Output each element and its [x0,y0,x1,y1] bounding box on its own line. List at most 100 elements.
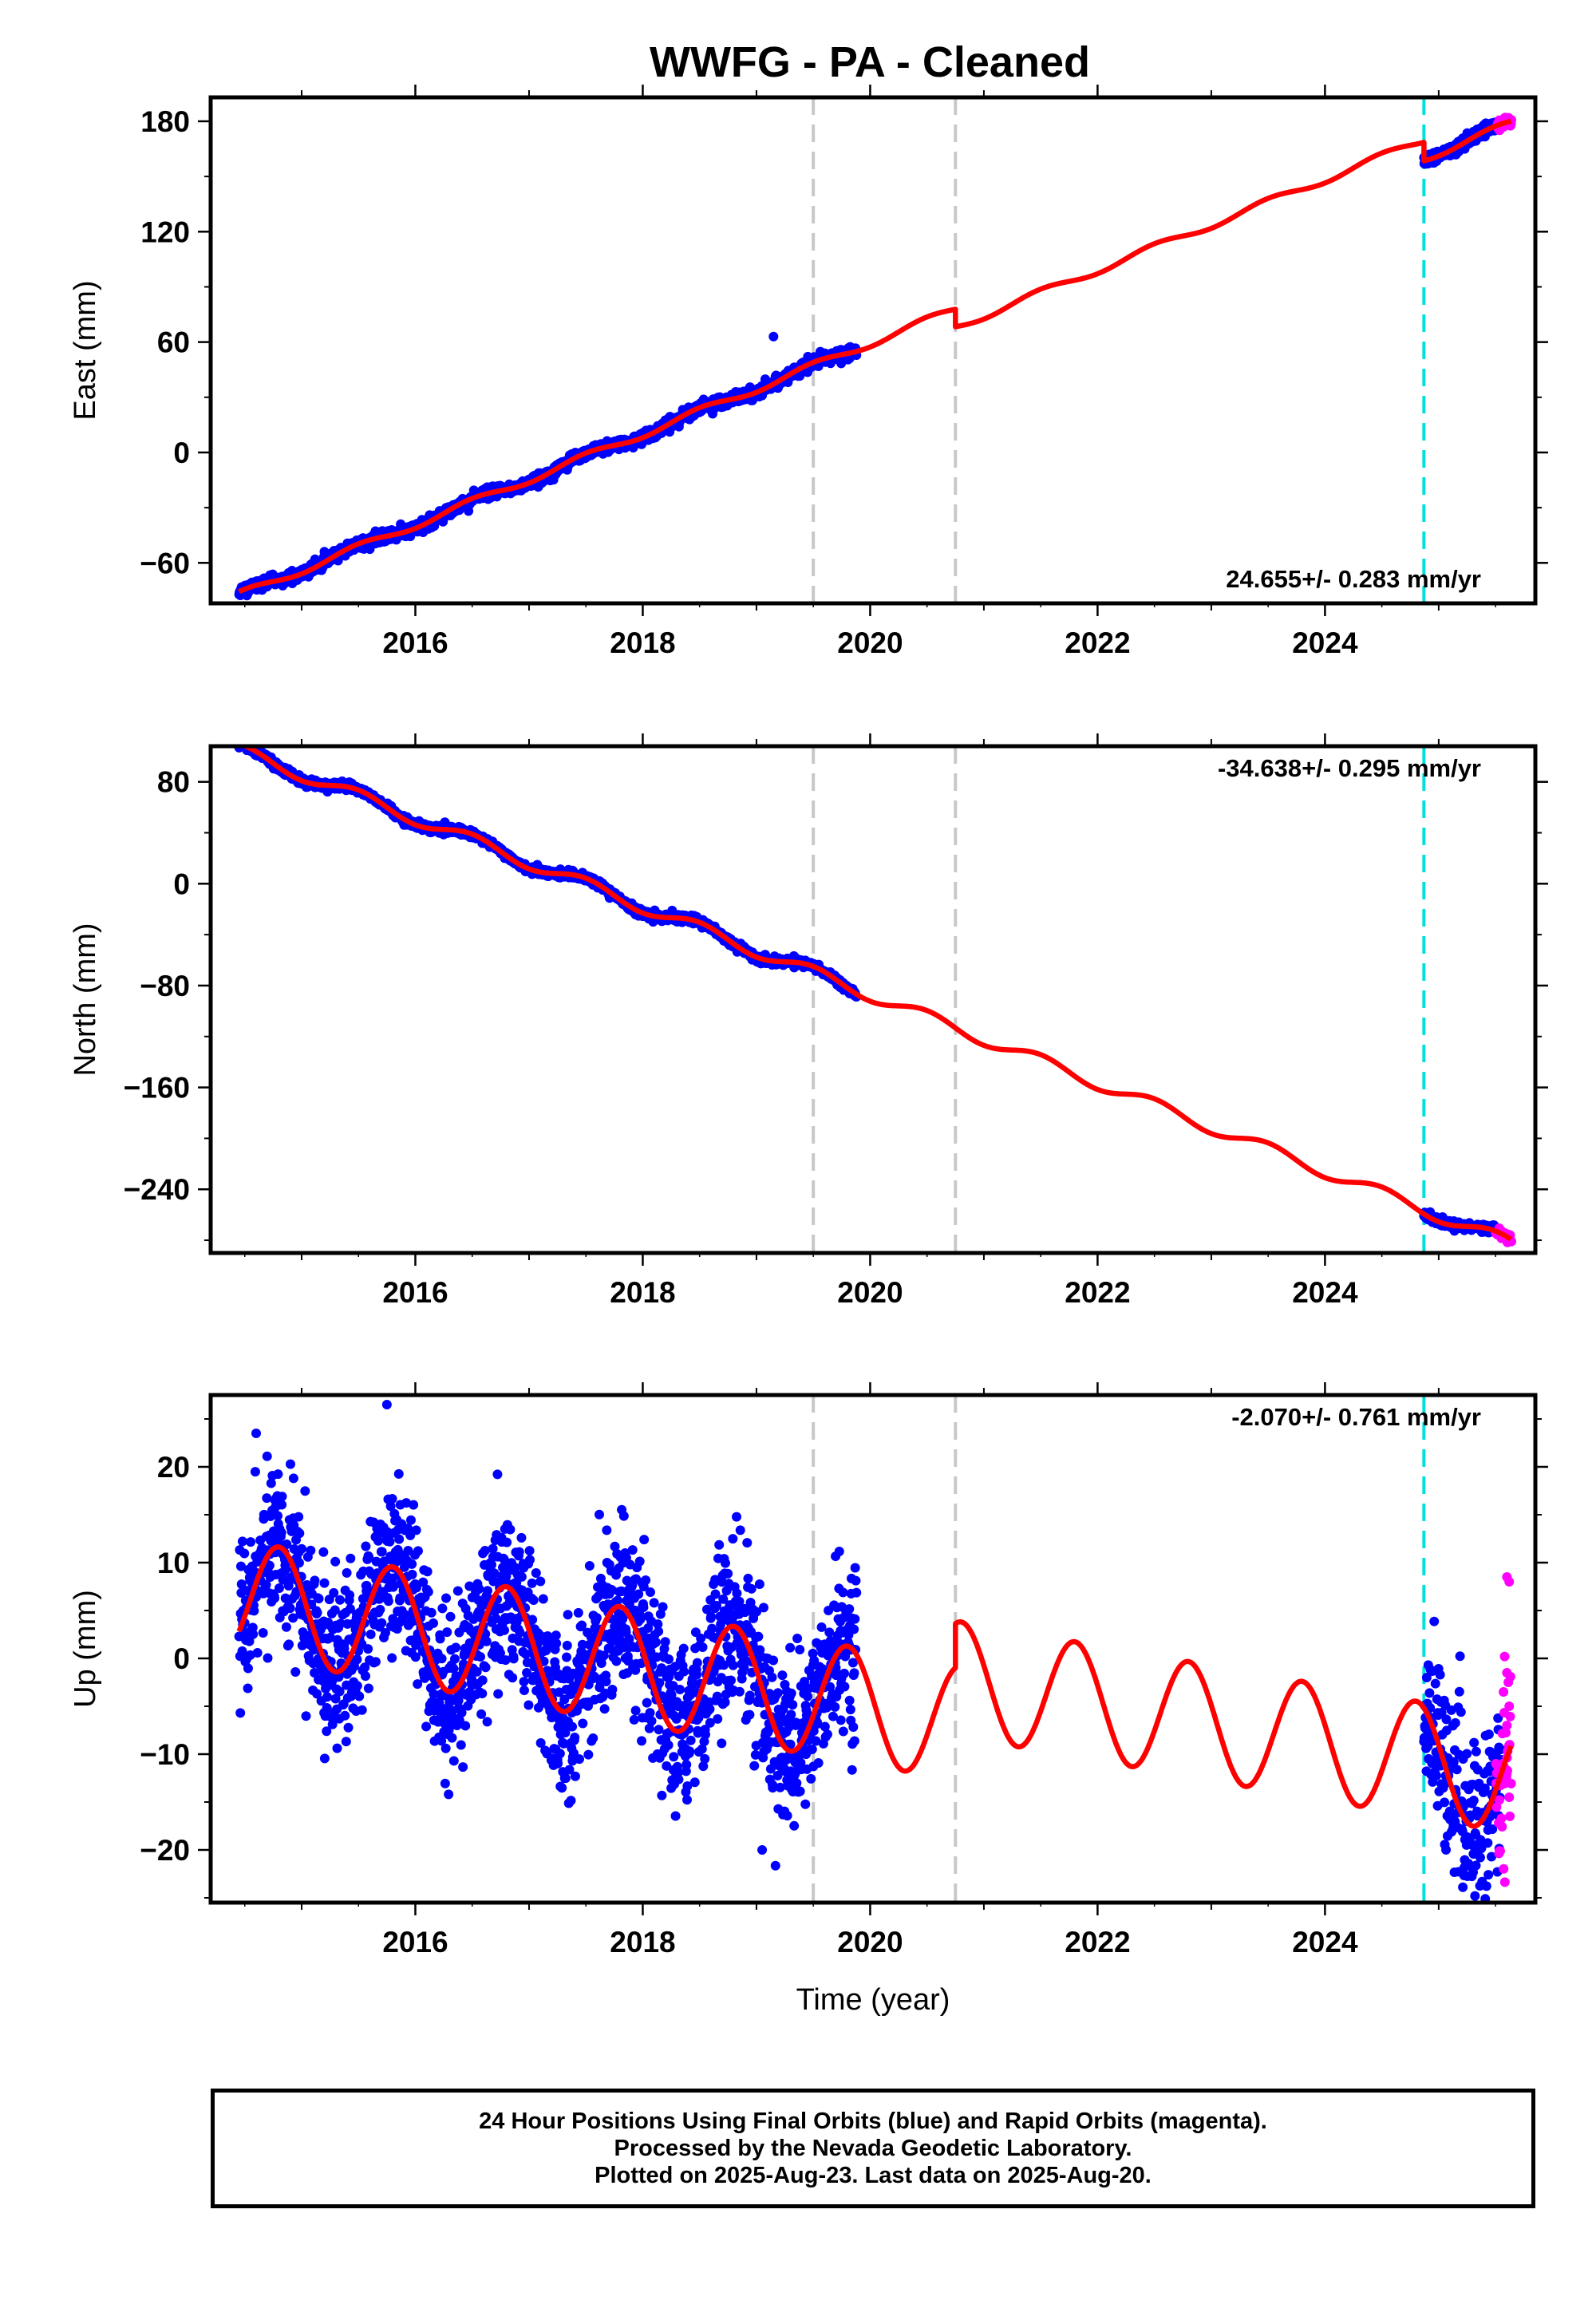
chart-title: WWFG - PA - Cleaned [650,38,1090,86]
up-final-orbit-point [441,1593,452,1603]
up-final-orbit-point [365,1629,376,1639]
up-final-orbit-point [363,1644,373,1654]
east-x-tick-label: 2018 [610,626,675,659]
up-y-tick-label: 10 [157,1547,190,1579]
up-y-axis-label: Up (mm) [69,1590,102,1708]
up-final-orbit-point [273,1469,283,1480]
up-final-orbit-point [270,1593,280,1603]
up-final-orbit-point [437,1654,447,1664]
up-final-orbit-point [407,1559,417,1569]
up-final-orbit-point [413,1546,423,1556]
east-y-tick-label: 0 [173,437,190,469]
up-final-orbit-point [318,1547,329,1557]
east-outlier-point [768,331,779,342]
up-y-tick-label: 0 [173,1642,190,1675]
up-final-orbit-point [294,1512,304,1522]
up-final-orbit-point [352,1654,362,1665]
up-x-tick-label: 2020 [837,1926,903,1958]
up-y-tick-label: 20 [157,1451,190,1484]
east-y-tick-label: 60 [157,326,190,359]
up-final-orbit-point [405,1515,416,1525]
up-final-orbit-point [239,1548,250,1559]
up-final-orbit-point [423,1587,433,1597]
up-final-orbit-point [387,1653,397,1663]
east-y-tick-label: −60 [140,547,190,579]
up-final-orbit-point [276,1528,286,1538]
up-final-orbit-point [354,1691,365,1701]
up-final-orbit-point [312,1607,322,1618]
up-final-orbit-point [285,1603,295,1614]
up-x-tick-label: 2022 [1065,1926,1130,1958]
up-final-orbit-point [277,1492,287,1502]
up-final-orbit-point [243,1663,253,1674]
up-y-tick-label: −10 [140,1738,190,1771]
east-x-tick-label: 2016 [382,626,448,659]
north-x-tick-label: 2020 [837,1276,903,1309]
up-final-orbit-point [387,1493,397,1504]
up-final-orbit-point [249,1606,259,1616]
east-y-tick-label: 180 [140,105,190,138]
north-y-tick-label: 80 [157,766,190,799]
up-final-orbit-point [357,1705,367,1715]
east-model-fit-line [237,118,1513,595]
up-y-tick-label: −20 [140,1834,190,1867]
up-final-orbit-point [235,1708,246,1718]
up-final-orbit-point [248,1629,259,1639]
up-x-tick-label: 2016 [382,1926,448,1958]
up-final-orbit-point [314,1594,324,1604]
east-x-tick-label: 2024 [1292,626,1358,659]
up-final-orbit-point [252,1647,263,1658]
up-final-orbit-point [319,1578,330,1588]
up-final-orbit-point [394,1534,405,1544]
up-plot-area [234,1370,1516,1903]
up-final-orbit-point [440,1743,451,1753]
north-x-tick-label: 2016 [382,1276,448,1309]
up-final-orbit-point [361,1671,371,1682]
up-final-orbit-point [429,1618,439,1628]
up-final-orbit-point [306,1545,316,1555]
north-y-tick-label: −240 [124,1173,190,1206]
north-y-tick-label: 0 [173,868,190,900]
up-final-orbit-point [277,1500,287,1510]
up-final-orbit-point [294,1528,305,1539]
north-x-tick-label: 2024 [1292,1276,1358,1309]
up-final-orbit-point [281,1622,291,1632]
up-final-orbit-point [411,1525,421,1535]
up-final-orbit-point [440,1778,450,1788]
up-final-orbit-point [258,1628,268,1638]
up-final-orbit-point [310,1575,320,1586]
up-final-orbit-point [332,1743,342,1753]
up-final-orbit-point [246,1537,256,1547]
up-final-orbit-point [250,1467,260,1477]
up-final-orbit-point [342,1567,352,1578]
up-final-orbit-point [352,1681,362,1691]
up-final-orbit-point [409,1500,419,1510]
up-final-orbit-point [363,1683,373,1694]
up-final-orbit-point [385,1536,395,1547]
up-final-orbit-point [370,1657,381,1667]
up-final-orbit-point [322,1692,333,1702]
up-final-orbit-point [383,1596,393,1607]
up-final-orbit-point [393,1468,404,1479]
up-final-orbit-point [345,1590,355,1600]
up-final-orbit-point [377,1618,387,1628]
up-final-orbit-point [422,1567,433,1577]
up-final-orbit-point [276,1370,286,1380]
up-final-orbit-point [377,1547,387,1557]
north-y-axis-label: North (mm) [69,923,102,1076]
up-final-orbit-point [285,1459,295,1469]
up-final-orbit-point [444,1789,454,1800]
north-x-tick-label: 2018 [610,1276,675,1309]
up-final-orbit-point [319,1753,330,1764]
north-panel: 2016 2018 2020 2022 2024−240−160−80080North … [69,733,1548,1309]
up-final-orbit-point [263,1653,273,1663]
up-final-orbit-point [407,1569,417,1579]
up-final-orbit-point [375,1604,385,1614]
up-final-orbit-point [373,1535,384,1546]
up-final-orbit-point [297,1543,307,1554]
up-final-orbit-point [426,1607,437,1618]
